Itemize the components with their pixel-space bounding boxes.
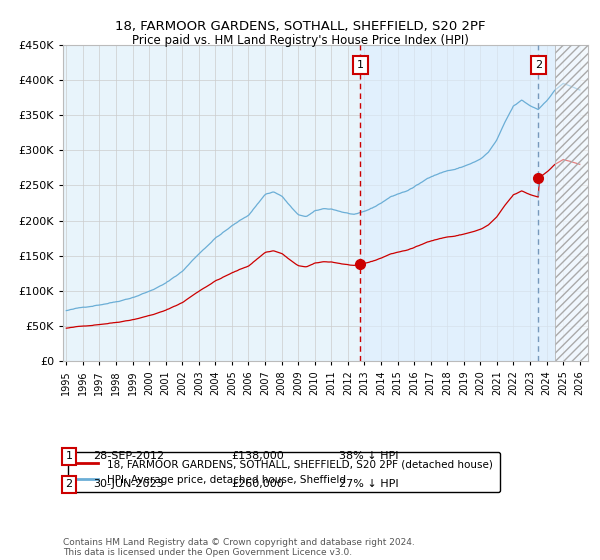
Text: 27% ↓ HPI: 27% ↓ HPI	[339, 479, 398, 489]
Text: £260,000: £260,000	[231, 479, 284, 489]
Text: Price paid vs. HM Land Registry's House Price Index (HPI): Price paid vs. HM Land Registry's House …	[131, 34, 469, 46]
Text: 2: 2	[535, 60, 542, 71]
Text: 2: 2	[65, 479, 73, 489]
Text: 18, FARMOOR GARDENS, SOTHALL, SHEFFIELD, S20 2PF: 18, FARMOOR GARDENS, SOTHALL, SHEFFIELD,…	[115, 20, 485, 32]
Text: 1: 1	[65, 451, 73, 461]
Text: Contains HM Land Registry data © Crown copyright and database right 2024.
This d: Contains HM Land Registry data © Crown c…	[63, 538, 415, 557]
Legend: 18, FARMOOR GARDENS, SOTHALL, SHEFFIELD, S20 2PF (detached house), HPI: Average : 18, FARMOOR GARDENS, SOTHALL, SHEFFIELD,…	[68, 452, 500, 492]
Text: 1: 1	[357, 60, 364, 71]
Text: £138,000: £138,000	[231, 451, 284, 461]
Text: 38% ↓ HPI: 38% ↓ HPI	[339, 451, 398, 461]
Text: 30-JUN-2023: 30-JUN-2023	[93, 479, 164, 489]
Text: 28-SEP-2012: 28-SEP-2012	[93, 451, 164, 461]
